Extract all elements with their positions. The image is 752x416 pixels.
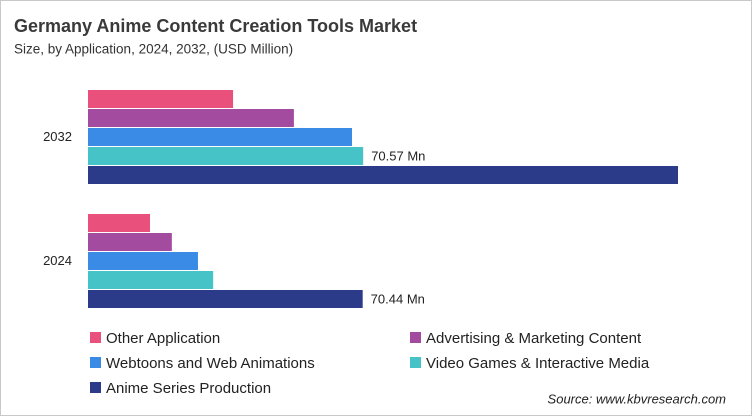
y-tick-label: 2024: [43, 253, 72, 268]
legend-label: Advertising & Marketing Content: [426, 330, 642, 347]
bar: [88, 271, 214, 289]
y-tick-label: 2032: [43, 129, 72, 144]
bar: [88, 233, 172, 251]
legend-swatch: [90, 357, 101, 368]
data-label: 70.57 Mn: [371, 148, 425, 163]
legend-swatch: [410, 332, 421, 343]
bar: [88, 290, 363, 308]
bar: [88, 252, 198, 270]
legend-swatch: [410, 357, 421, 368]
data-label: 70.44 Mn: [371, 291, 425, 306]
legend-swatch: [90, 332, 101, 343]
bar: [88, 166, 678, 184]
bar: [88, 109, 294, 127]
legend-label: Video Games & Interactive Media: [426, 355, 650, 372]
chart-title: Germany Anime Content Creation Tools Mar…: [14, 16, 417, 36]
bar: [88, 90, 234, 108]
legend-label: Webtoons and Web Animations: [106, 355, 315, 372]
legend-label: Anime Series Production: [106, 380, 271, 397]
bar: [88, 128, 352, 146]
source: Source: www.kbvresearch.com: [548, 391, 727, 406]
legend-label: Other Application: [106, 330, 220, 347]
chart-subtitle: Size, by Application, 2024, 2032, (USD M…: [14, 42, 293, 57]
bar: [88, 147, 364, 165]
legend-swatch: [90, 382, 101, 393]
bar: [88, 214, 151, 232]
